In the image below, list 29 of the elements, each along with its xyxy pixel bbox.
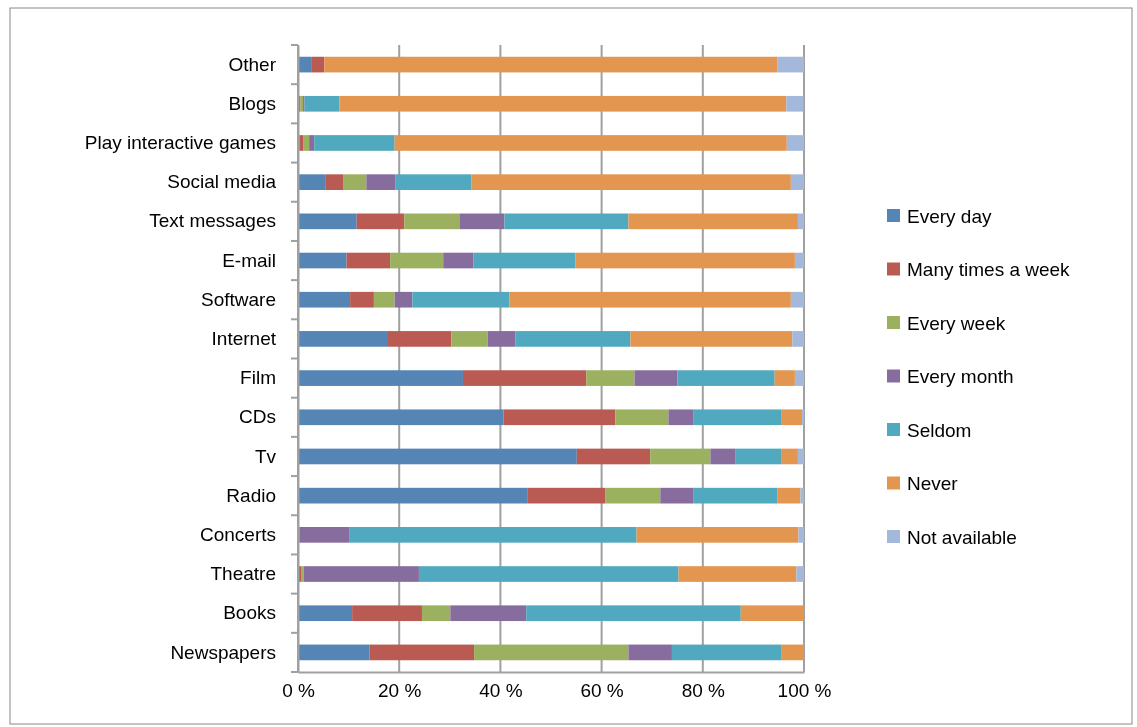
y-tick-label: Books — [223, 602, 276, 624]
x-tick-label: 20 % — [378, 680, 422, 702]
y-tick-label: E-mail — [222, 249, 276, 271]
y-tick-label: Blogs — [228, 92, 276, 114]
x-tick-label: 80 % — [681, 680, 726, 702]
x-tick-label: 40 % — [479, 680, 523, 702]
y-tick-label: Newspapers — [170, 641, 276, 663]
legend-label: Never — [907, 473, 959, 495]
y-tick-label: CDs — [239, 406, 276, 428]
legend-label: Many times a week — [907, 259, 1071, 281]
y-tick-label: Concerts — [199, 523, 276, 545]
legend-label: Every day — [907, 205, 992, 227]
y-tick-label: Text messages — [149, 210, 276, 232]
y-tick-label: Play interactive games — [84, 132, 276, 154]
y-tick-label: Tv — [254, 445, 277, 467]
x-tick-label: 100 % — [777, 680, 832, 702]
legend-label: Every week — [907, 312, 1006, 334]
y-tick-label: Film — [240, 367, 276, 389]
y-tick-label: Theatre — [210, 563, 276, 585]
legend-label: Seldom — [907, 419, 972, 441]
y-tick-label: Software — [201, 288, 276, 310]
y-tick-label: Radio — [226, 484, 276, 506]
x-tick-label: 0 % — [282, 680, 315, 702]
legend-label: Not available — [907, 526, 1017, 548]
y-tick-label: Social media — [167, 171, 277, 193]
y-tick-label: Internet — [211, 327, 277, 349]
y-tick-label: Other — [228, 53, 277, 75]
legend-label: Every month — [907, 366, 1014, 388]
x-tick-label: 60 % — [580, 680, 624, 702]
